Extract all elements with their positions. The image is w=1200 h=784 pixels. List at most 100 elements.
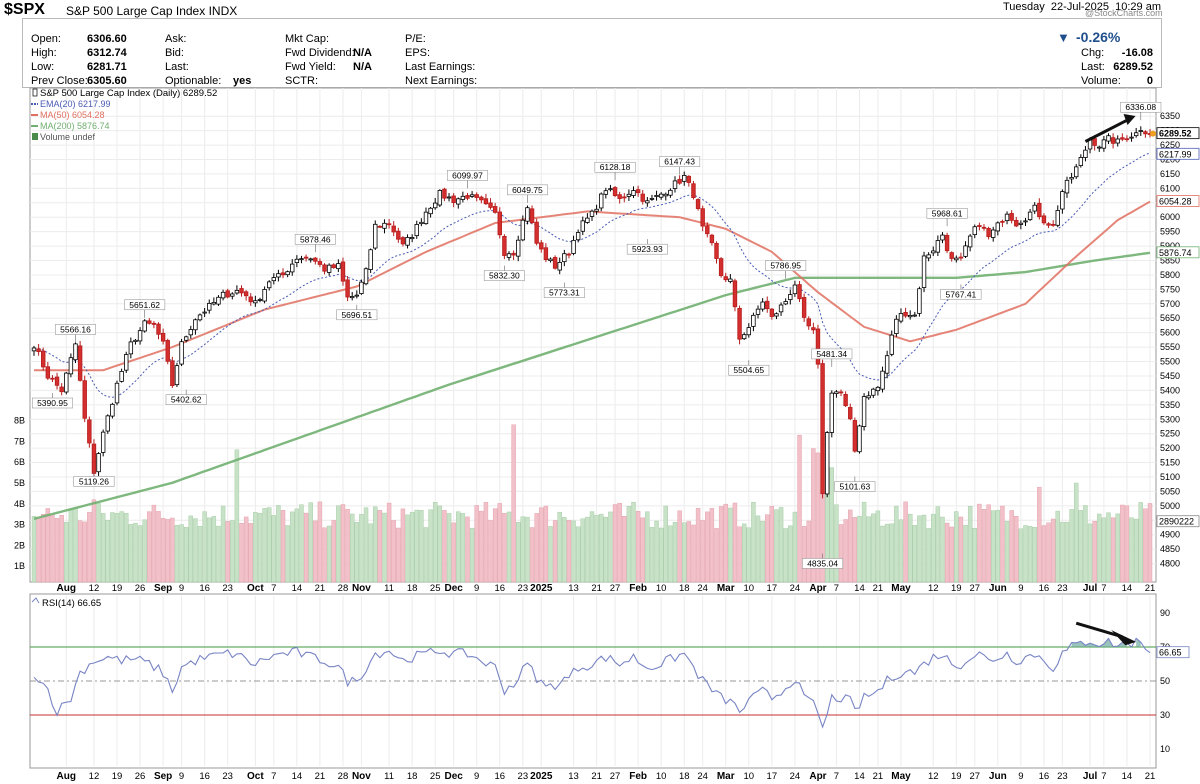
- volume-bar: [645, 511, 650, 583]
- rsi-x-tick-label: 9: [179, 771, 184, 782]
- volume-bar: [216, 525, 221, 583]
- candle-body: [409, 237, 415, 240]
- volume-bar: [788, 525, 793, 583]
- sctr-label: SCTR:: [285, 75, 318, 87]
- candle-body: [1129, 136, 1134, 139]
- candle-body: [354, 294, 360, 297]
- price-x-tick-label: Nov: [352, 583, 371, 594]
- volume-bar: [156, 511, 161, 583]
- volume-bar: [1000, 505, 1005, 583]
- candle-body: [608, 188, 613, 191]
- volume-bar: [884, 523, 890, 583]
- candle-body: [506, 253, 512, 258]
- volume-bar: [926, 528, 931, 583]
- volume-bar: [991, 510, 996, 583]
- rsi-x-tick-label: 11: [384, 771, 394, 782]
- volume-bar: [299, 504, 304, 583]
- price-x-tick-label: 9: [1018, 583, 1023, 594]
- volume-bar: [225, 521, 230, 583]
- volume-bar: [1138, 502, 1143, 583]
- price-x-tick-label: Dec: [444, 583, 463, 594]
- volume-bar: [133, 522, 138, 583]
- rsi-tick-label: 90: [1160, 608, 1170, 618]
- candle-body: [479, 196, 484, 201]
- candle-body: [649, 197, 655, 200]
- candle-body: [290, 263, 295, 273]
- volume-bar: [446, 513, 452, 583]
- candle-body: [949, 252, 954, 259]
- volume-bar: [755, 515, 761, 583]
- candle-body: [866, 395, 871, 399]
- candle-body: [617, 194, 622, 199]
- volume-tick-label: 7B: [14, 436, 25, 446]
- volume-bar: [1009, 510, 1014, 583]
- candle-body: [276, 273, 281, 278]
- volume-bar: [193, 518, 198, 583]
- price-tick-label: 5150: [1160, 458, 1180, 468]
- candle-body: [64, 372, 69, 393]
- candle-body: [737, 307, 742, 340]
- volume-bar: [861, 501, 867, 583]
- price-x-tick-label: 10: [744, 583, 755, 594]
- candle-body: [373, 223, 378, 249]
- volume-bar: [903, 501, 908, 583]
- candle-body: [931, 250, 936, 254]
- price-label-box: [765, 260, 807, 271]
- volume-bar: [91, 499, 97, 583]
- price-label: 5923.93: [632, 244, 663, 254]
- volume-bar: [50, 514, 55, 583]
- price-x-tick-label: Sep: [154, 583, 172, 594]
- candle-body: [119, 370, 124, 382]
- right-value-tag-text: 6217.99: [1159, 149, 1192, 159]
- volume-bar: [880, 525, 885, 583]
- price-x-tick-label: 7: [1101, 583, 1106, 594]
- volume-bar: [783, 528, 788, 583]
- rsi-x-tick-label: 23: [1057, 771, 1068, 782]
- fwd-yield-value: N/A: [353, 61, 372, 73]
- candle-body: [926, 254, 931, 259]
- volume-bar: [326, 525, 332, 583]
- candle-body: [160, 332, 166, 342]
- volume-bar: [345, 508, 350, 583]
- candle-body: [1106, 135, 1111, 142]
- candle-body: [1069, 176, 1074, 180]
- right-value-tag-text: 5876.74: [1159, 248, 1192, 258]
- volume-bar: [889, 523, 894, 583]
- price-tick-label: 5650: [1160, 313, 1180, 323]
- candle-body: [492, 206, 498, 213]
- candle-body: [322, 264, 327, 272]
- candle-body: [253, 300, 258, 304]
- candle-body: [875, 386, 881, 392]
- volume-tick-label: 8B: [14, 416, 25, 426]
- volume-bar: [220, 505, 226, 583]
- volume-bar: [705, 511, 710, 583]
- price-label-box: [594, 161, 636, 173]
- volume-bar: [359, 514, 364, 583]
- candle-body: [41, 350, 46, 368]
- volume-bar: [77, 520, 83, 583]
- price-label: 5767.41: [946, 289, 977, 299]
- price-x-tick-label: 23: [1057, 583, 1068, 594]
- volume-bar: [317, 501, 323, 583]
- price-x-tick-label: Jun: [989, 583, 1007, 594]
- index-name: S&P 500 Large Cap Index INDX: [66, 4, 238, 18]
- candle-body: [303, 256, 309, 259]
- volume-bar: [285, 525, 290, 583]
- candle-body: [400, 237, 406, 245]
- volume-bar: [386, 502, 392, 583]
- price-x-tick-label: 24: [790, 583, 801, 594]
- candle-body: [1110, 137, 1116, 144]
- price-tick-label: 5100: [1160, 472, 1180, 482]
- price-label-box: [1120, 101, 1162, 113]
- optionable-label: Optionable:: [165, 75, 222, 87]
- price-x-tick-label: 16: [199, 583, 210, 594]
- rsi-tick-label: 50: [1160, 676, 1170, 686]
- rsi-x-tick-label: 28: [338, 771, 349, 782]
- candle-body: [1037, 202, 1042, 218]
- candle-body: [31, 347, 37, 352]
- volume-bar: [36, 518, 41, 583]
- candle-body: [511, 252, 516, 256]
- candle-body: [815, 328, 821, 365]
- candle-body: [811, 327, 816, 331]
